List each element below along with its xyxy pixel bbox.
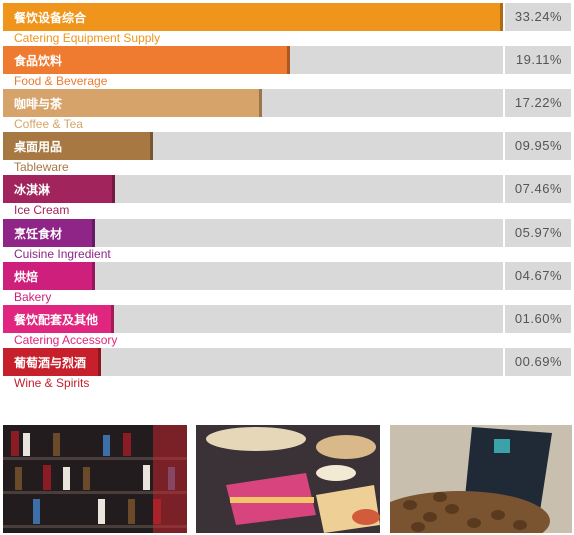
bar-row: 04.67% 烘焙 Bakery xyxy=(0,260,574,304)
category-label-en: Ice Cream xyxy=(14,203,70,218)
value-box: 19.11% xyxy=(505,46,571,75)
category-label-en: Coffee & Tea xyxy=(14,117,83,132)
bar-value-label: 19.11% xyxy=(515,52,562,68)
category-label-zh: 桌面用品 xyxy=(14,140,63,155)
bar-value-label: 17.22% xyxy=(514,95,562,111)
bar-end-cap xyxy=(98,347,101,376)
bar-row: 33.24% 餐饮设备综合 Catering Equipment Supply xyxy=(0,1,574,45)
category-label-en: Wine & Spirits xyxy=(14,375,90,390)
category-label-zh: 咖啡与茶 xyxy=(14,97,63,112)
bar-end-cap xyxy=(259,89,262,118)
bar-end-cap xyxy=(92,261,95,290)
bar-end-cap xyxy=(112,175,115,204)
coffee-beans-photo xyxy=(390,425,572,533)
category-label-zh: 烹饪食材 xyxy=(14,226,63,241)
category-label-zh: 餐饮配套及其他 xyxy=(14,312,99,327)
bar-value-label: 09.95% xyxy=(514,138,562,154)
value-box: 04.67% xyxy=(505,261,571,290)
category-label-en: Catering Accessory xyxy=(14,332,118,347)
bar-row: 17.22% 咖啡与茶 Coffee & Tea xyxy=(0,87,574,132)
bar-value-label: 01.60% xyxy=(514,310,562,326)
value-box: 00.69% xyxy=(505,347,571,376)
value-box: 09.95% xyxy=(505,132,571,161)
bar xyxy=(3,175,115,204)
value-box: 07.46% xyxy=(505,175,571,204)
bar xyxy=(3,46,290,75)
cakes-photo xyxy=(196,425,380,533)
bar-end-cap xyxy=(500,3,503,31)
value-box: 05.97% xyxy=(505,218,571,247)
value-box: 17.22% xyxy=(505,89,571,118)
category-label-en: Food & Beverage xyxy=(14,74,108,89)
category-label-zh: 烘焙 xyxy=(14,269,39,284)
category-label-zh: 食品饮料 xyxy=(14,54,63,69)
bar-value-label: 07.46% xyxy=(514,181,562,197)
bar-value-label: 00.69% xyxy=(514,353,562,369)
bar xyxy=(3,218,95,247)
category-label-zh: 冰淇淋 xyxy=(14,183,51,198)
bar-end-cap xyxy=(92,218,95,247)
bar xyxy=(3,132,153,161)
bar-value-label: 05.97% xyxy=(514,224,562,240)
value-box: 01.60% xyxy=(505,304,571,333)
bar-row: 05.97% 烹饪食材 Cuisine Ingredient xyxy=(0,217,574,261)
bar-row: 09.95% 桌面用品 Tableware xyxy=(0,130,574,175)
value-box: 33.24% xyxy=(505,3,571,31)
bar-value-label: 04.67% xyxy=(514,267,562,283)
category-label-zh: 葡萄酒与烈酒 xyxy=(14,355,87,370)
bar-row: 01.60% 餐饮配套及其他 Catering Accessory xyxy=(0,303,574,347)
bar-end-cap xyxy=(150,132,153,161)
bar xyxy=(3,304,114,333)
bar-end-cap xyxy=(287,46,290,75)
bar-row: 19.11% 食品饮料 Food & Beverage xyxy=(0,44,574,89)
bar xyxy=(3,261,95,290)
category-label-zh: 餐饮设备综合 xyxy=(14,11,87,25)
bar-chart: 33.24% 餐饮设备综合 Catering Equipment Supply 19.… xyxy=(0,1,574,390)
bar-value-label: 33.24% xyxy=(514,9,562,24)
bar-row: 07.46% 冰淇淋 Ice Cream xyxy=(0,173,574,218)
bar-end-cap xyxy=(111,304,114,333)
photo-strip xyxy=(0,425,574,533)
category-label-en: Tableware xyxy=(14,160,69,175)
bar xyxy=(3,347,101,376)
bar xyxy=(3,3,503,31)
category-label-en: Cuisine Ingredient xyxy=(14,246,111,261)
liquor-shelf-photo xyxy=(3,425,187,533)
category-label-en: Catering Equipment Supply xyxy=(14,31,161,45)
bar-row: 00.69% 葡萄酒与烈酒 Wine & Spirits xyxy=(0,346,574,390)
category-label-en: Bakery xyxy=(14,289,52,304)
bar xyxy=(3,89,262,118)
